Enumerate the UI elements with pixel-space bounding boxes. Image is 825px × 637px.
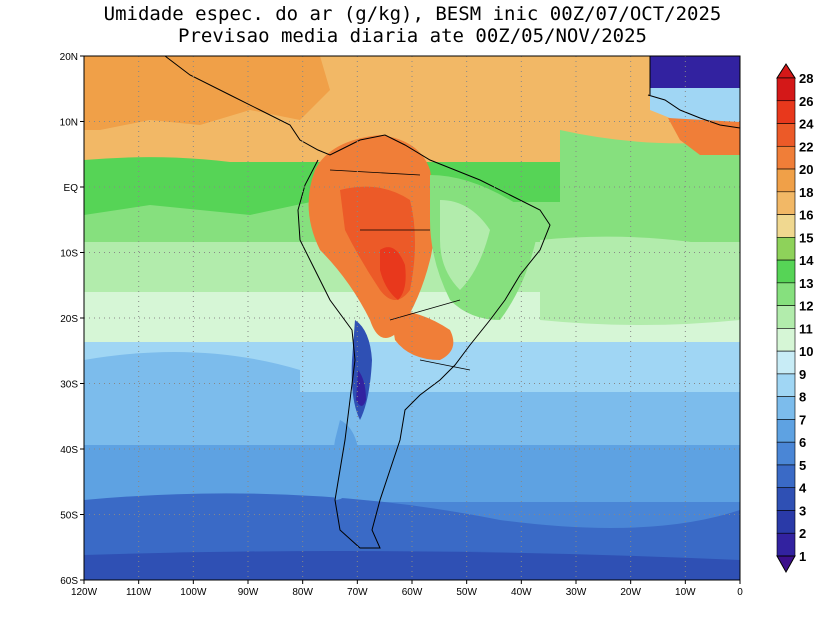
colorbar-label: 12 xyxy=(799,299,813,314)
colorbar-segment xyxy=(776,282,796,306)
lon-label: 50W xyxy=(456,587,477,598)
colorbar-label: 7 xyxy=(799,412,806,427)
colorbar-segment xyxy=(776,328,796,352)
sahel-moist xyxy=(650,88,740,130)
map-title-line2: Previsao media diaria ate 00Z/05/NOV/202… xyxy=(178,25,647,47)
colorbar-label: 18 xyxy=(799,185,813,200)
colorbar-label: 6 xyxy=(799,435,806,450)
lon-label: 100W xyxy=(180,587,207,598)
colorbar-segment xyxy=(776,441,796,466)
pacific-equatorial xyxy=(84,157,320,215)
colorbar-segment xyxy=(776,191,796,215)
colorbar-label: 14 xyxy=(799,253,814,268)
colorbar-label: 13 xyxy=(799,276,813,291)
colorbar-segment xyxy=(776,259,796,284)
colorbar-label: 9 xyxy=(799,367,806,382)
atlantic-equatorial xyxy=(560,130,740,224)
guinea-coast-humid xyxy=(668,118,740,155)
colorbar-label: 22 xyxy=(799,139,813,154)
colorbar-segment xyxy=(776,487,796,511)
lat-label: 40S xyxy=(60,445,78,456)
colorbar-segment xyxy=(776,214,796,238)
brazil-interior xyxy=(440,200,490,290)
colorbar-segment xyxy=(776,145,796,170)
lon-label: 40W xyxy=(511,587,532,598)
colorbar-label: 11 xyxy=(799,321,813,336)
southern-ocean-deep xyxy=(84,551,740,580)
map-title-line1: Umidade espec. do ar (g/kg), BESM inic 0… xyxy=(103,3,722,25)
lon-label: 120W xyxy=(71,587,98,598)
colorbar-segment xyxy=(776,373,796,397)
colorbar-label: 3 xyxy=(799,503,806,518)
colorbar-label: 28 xyxy=(799,71,813,86)
colorbar-label: 8 xyxy=(799,390,806,405)
colorbar-bottom-arrow xyxy=(776,555,796,574)
colorbar-label: 20 xyxy=(799,162,813,177)
colorbar-label: 5 xyxy=(799,458,806,473)
lon-label: 110W xyxy=(126,587,152,598)
colorbar-label: 26 xyxy=(799,94,813,109)
atlantic-south-tropics xyxy=(540,236,740,325)
lon-label: 60W xyxy=(402,587,423,598)
patagonia xyxy=(332,420,360,500)
lon-label: 90W xyxy=(238,587,259,598)
colorbar-segment xyxy=(776,396,796,420)
political-borders xyxy=(329,169,471,371)
lat-label: 10S xyxy=(60,249,78,260)
colorbar-segment xyxy=(776,100,796,124)
colorbar-label: 1 xyxy=(799,549,806,564)
lat-label: 20S xyxy=(60,314,78,325)
coastlines xyxy=(164,56,740,549)
colorbar-label: 16 xyxy=(799,208,813,223)
colorbar-segment xyxy=(776,237,796,261)
colorbar-segment xyxy=(776,532,796,557)
longitude-labels: 120W 110W 100W 90W 80W 70W 60W 50W 40W 30W 20W 10W 0 xyxy=(71,580,743,598)
colorbar-segment xyxy=(776,419,796,443)
colorbar-segment xyxy=(776,123,796,147)
latitude-labels: 20N 10N EQ 10S 20S 30S 40S 50S 60S xyxy=(60,52,84,587)
colorbar-segment xyxy=(776,464,796,489)
lat-label: 50S xyxy=(60,511,78,522)
colorbar-label: 24 xyxy=(799,117,814,132)
colorbar-segment xyxy=(776,350,796,375)
africa-coast xyxy=(647,94,740,129)
lon-label: 30W xyxy=(566,587,587,598)
lon-label: 20W xyxy=(620,587,641,598)
colorbar-label: 15 xyxy=(799,230,813,245)
north-pacific-warm xyxy=(84,56,330,130)
lon-label: 80W xyxy=(292,587,313,598)
colorbar-segment xyxy=(776,168,796,193)
colorbar-label: 4 xyxy=(799,481,807,496)
colorbar-label: 10 xyxy=(799,344,813,359)
colorbar-top-arrow xyxy=(776,63,796,79)
colorbar-segment xyxy=(776,77,796,102)
lat-label: 10N xyxy=(60,118,78,129)
colorbar-label: 2 xyxy=(799,526,806,541)
lat-label: 20N xyxy=(60,52,78,63)
colorbar-segment xyxy=(776,305,796,329)
lat-label: 30S xyxy=(60,380,78,391)
lon-label: 70W xyxy=(347,587,368,598)
parana-humid xyxy=(390,310,454,360)
lat-label: EQ xyxy=(64,183,79,194)
amazon-peak xyxy=(380,247,406,300)
andes-very-dry xyxy=(356,370,366,406)
colorbar-segment xyxy=(776,510,796,534)
lon-label: 0 xyxy=(737,587,743,598)
lon-label: 10W xyxy=(675,587,696,598)
south-america-coast xyxy=(164,56,551,549)
lat-label: 60S xyxy=(60,576,78,587)
pacific-midlat xyxy=(84,352,300,420)
